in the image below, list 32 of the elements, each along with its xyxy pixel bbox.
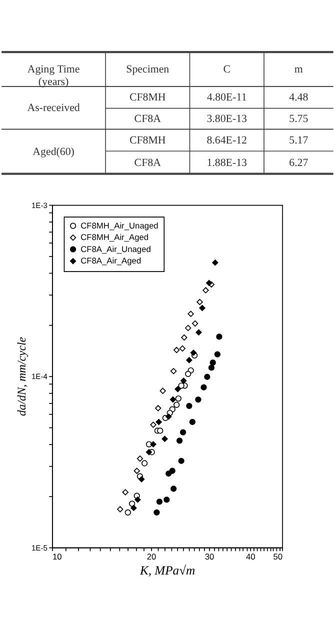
text: 5.75 — [289, 113, 309, 126]
x-tick-label: 10 — [52, 552, 62, 562]
y-tick-label: 1E-5 — [31, 543, 48, 552]
x-axis-title: K, MPa√m — [138, 564, 196, 578]
text: 4.48 — [289, 92, 309, 104]
legend-label: CF8A_Air_Aged — [80, 256, 142, 266]
x-tick-label: 30 — [204, 552, 214, 562]
text: 4.80E-11 — [206, 92, 247, 104]
text: 8.64E-12 — [206, 134, 248, 147]
y-axis-title: da/dN, mm/cycle — [16, 337, 29, 416]
text: As-received — [27, 102, 80, 114]
text: CF8MH — [129, 92, 166, 104]
text: CF8A — [134, 113, 162, 126]
y-tick-label: 1E-4 — [31, 372, 48, 382]
text: Specimen — [126, 64, 170, 76]
text: CF8MH — [129, 134, 166, 147]
x-tick-label: 20 — [146, 552, 157, 562]
legend-label: CF8MH_Air_Unaged — [80, 220, 159, 230]
legend-label: CF8MH_Air_Aged — [80, 232, 149, 242]
text: C — [223, 64, 230, 76]
legend-label: CF8A_Air_Unaged — [80, 244, 152, 254]
text: Aged(60) — [32, 146, 75, 158]
x-tick-label: 50 — [273, 552, 283, 562]
text: m — [294, 64, 304, 76]
text: CF8A — [134, 156, 162, 169]
text: 5.17 — [289, 134, 309, 147]
text: Aging Time (years) — [27, 64, 80, 88]
text: 3.80E-13 — [206, 113, 248, 126]
text: 6.27 — [289, 156, 309, 169]
y-tick-label: 1E-3 — [31, 200, 48, 210]
x-tick-label: 40 — [246, 552, 256, 562]
text: 1.88E-13 — [206, 156, 248, 169]
